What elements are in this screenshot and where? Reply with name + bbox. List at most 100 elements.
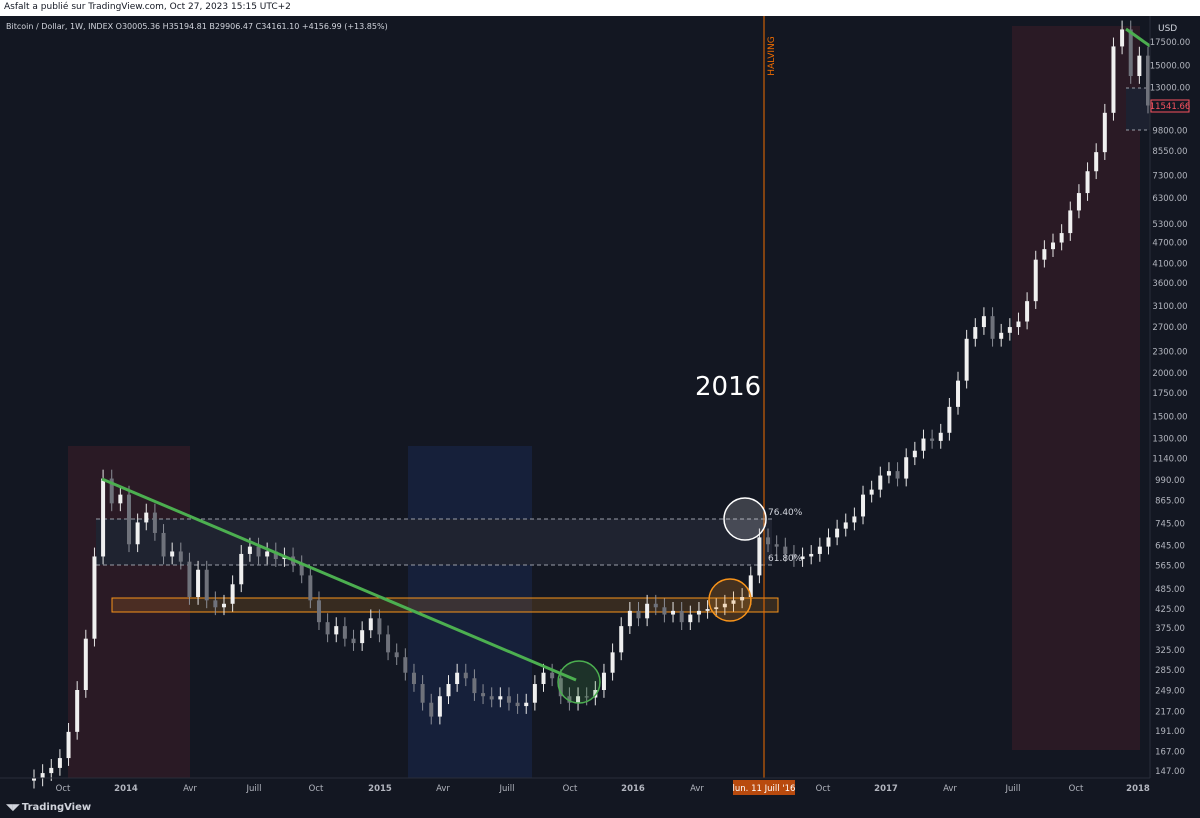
x-ticks: Oct 2014 Avr Juill Oct 2015 Avr Juill Oct 2016 Avr… — [56, 784, 1150, 794]
candle-body — [774, 544, 779, 547]
bull-region-2017 — [1012, 26, 1140, 750]
candle-body — [420, 684, 425, 703]
candle-body — [32, 778, 36, 781]
candle-body — [247, 546, 252, 554]
symbol-line: Bitcoin / Dollar, 1W, INDEX O30005.36 H3… — [6, 22, 388, 31]
candle-body — [325, 622, 330, 635]
trendline-2014 — [101, 477, 577, 682]
candle-body — [1120, 29, 1125, 47]
candle-body — [446, 684, 451, 697]
candle-body — [498, 696, 503, 700]
candle-body — [826, 537, 831, 547]
candle-body — [161, 532, 166, 557]
candle-body — [748, 575, 753, 597]
candle-body — [731, 600, 736, 604]
candle-body — [221, 603, 226, 608]
fib-zone — [96, 519, 772, 565]
candle-body — [662, 607, 667, 615]
y-tick-label: 249.00 — [1155, 687, 1185, 697]
candle-body — [351, 638, 356, 644]
candle-body — [316, 600, 321, 623]
candle-body — [964, 338, 969, 381]
candle-body — [791, 553, 796, 560]
tradingview-logo[interactable]: ◥◤ TradingView — [6, 802, 91, 813]
candle-body — [472, 678, 477, 694]
candle-body — [757, 537, 762, 576]
price-chart[interactable]: HALVING 76.40% 61.80% 2016 Bitcoin / Dol… — [0, 16, 1200, 798]
candle-body — [360, 630, 365, 644]
candle-body — [921, 438, 926, 451]
candle-body — [368, 618, 373, 631]
candle-body — [1076, 193, 1081, 211]
price-axis[interactable] — [1150, 16, 1200, 778]
candle-body — [1128, 29, 1133, 77]
fib-76-label: 76.40% — [768, 508, 803, 518]
y-ticks: 17500.00 15000.00 13000.00 9800.00 8550.00 73… — [1150, 38, 1191, 777]
candle-body — [463, 672, 468, 679]
candle-body — [1068, 210, 1073, 234]
candles — [32, 20, 1150, 789]
candle-body — [653, 603, 658, 608]
candle-body — [843, 522, 848, 529]
trendline-2018 — [1125, 27, 1151, 48]
candle-body — [973, 327, 978, 339]
x-tick-label: Oct — [563, 784, 578, 794]
candle-body — [532, 684, 537, 703]
candle-body — [541, 672, 546, 685]
candle-body — [1051, 242, 1056, 250]
candle-body — [411, 672, 416, 685]
candle-body — [593, 690, 598, 698]
candle-body — [938, 432, 943, 441]
y-tick-label: 17500.00 — [1150, 38, 1191, 48]
candle-body — [239, 553, 244, 585]
candle-body — [489, 696, 494, 700]
y-tick-label: 325.00 — [1155, 646, 1185, 656]
y-tick-label: 565.00 — [1155, 562, 1185, 572]
x-tick-label: Oct — [309, 784, 324, 794]
candle-body — [714, 607, 719, 610]
x-tick-label: Juill — [499, 784, 515, 794]
year-annotation: 2016 — [695, 372, 761, 402]
candle-body — [299, 564, 304, 576]
candle-body — [144, 512, 149, 523]
candle-body — [947, 406, 952, 433]
candle-body — [688, 614, 693, 623]
y-tick-label: 15000.00 — [1150, 62, 1191, 72]
candle-body — [766, 537, 771, 545]
candle-body — [619, 626, 624, 653]
candle-body — [204, 569, 209, 601]
candle-body — [904, 457, 909, 479]
y-tick-label: 990.00 — [1155, 476, 1185, 486]
candle-body — [601, 672, 606, 691]
retest-circle — [708, 578, 752, 622]
y-tick-label: 9800.00 — [1152, 126, 1187, 136]
crosshair-date-badge — [733, 780, 795, 795]
y-tick-label: 217.00 — [1155, 708, 1185, 718]
candle-body — [75, 690, 80, 732]
x-tick-label: Oct — [1069, 784, 1084, 794]
candle-body — [273, 551, 278, 560]
y-tick-label: 645.00 — [1155, 541, 1185, 551]
y-tick-label: 375.00 — [1155, 624, 1185, 634]
candle-body — [1033, 259, 1038, 302]
candle-body — [584, 696, 589, 698]
candle-body — [878, 475, 883, 490]
orange-zone — [111, 597, 779, 613]
candle-body — [722, 603, 727, 608]
candle-body — [1146, 55, 1150, 106]
candle-body — [394, 652, 399, 658]
candle-body — [101, 478, 106, 557]
candle-body — [178, 551, 183, 562]
candle-body — [852, 516, 857, 523]
candle-body — [1016, 321, 1021, 328]
candle-body — [1025, 301, 1030, 322]
candle-body — [981, 316, 986, 328]
y-tick-label: 4700.00 — [1152, 239, 1187, 249]
y-tick-label: 191.00 — [1155, 727, 1185, 737]
candle-body — [196, 569, 201, 597]
candle-body — [869, 489, 874, 495]
y-tick-label: 485.00 — [1155, 585, 1185, 595]
candle-body — [506, 696, 511, 703]
candle-body — [1007, 327, 1012, 333]
x-tick-label: Juill — [1005, 784, 1021, 794]
